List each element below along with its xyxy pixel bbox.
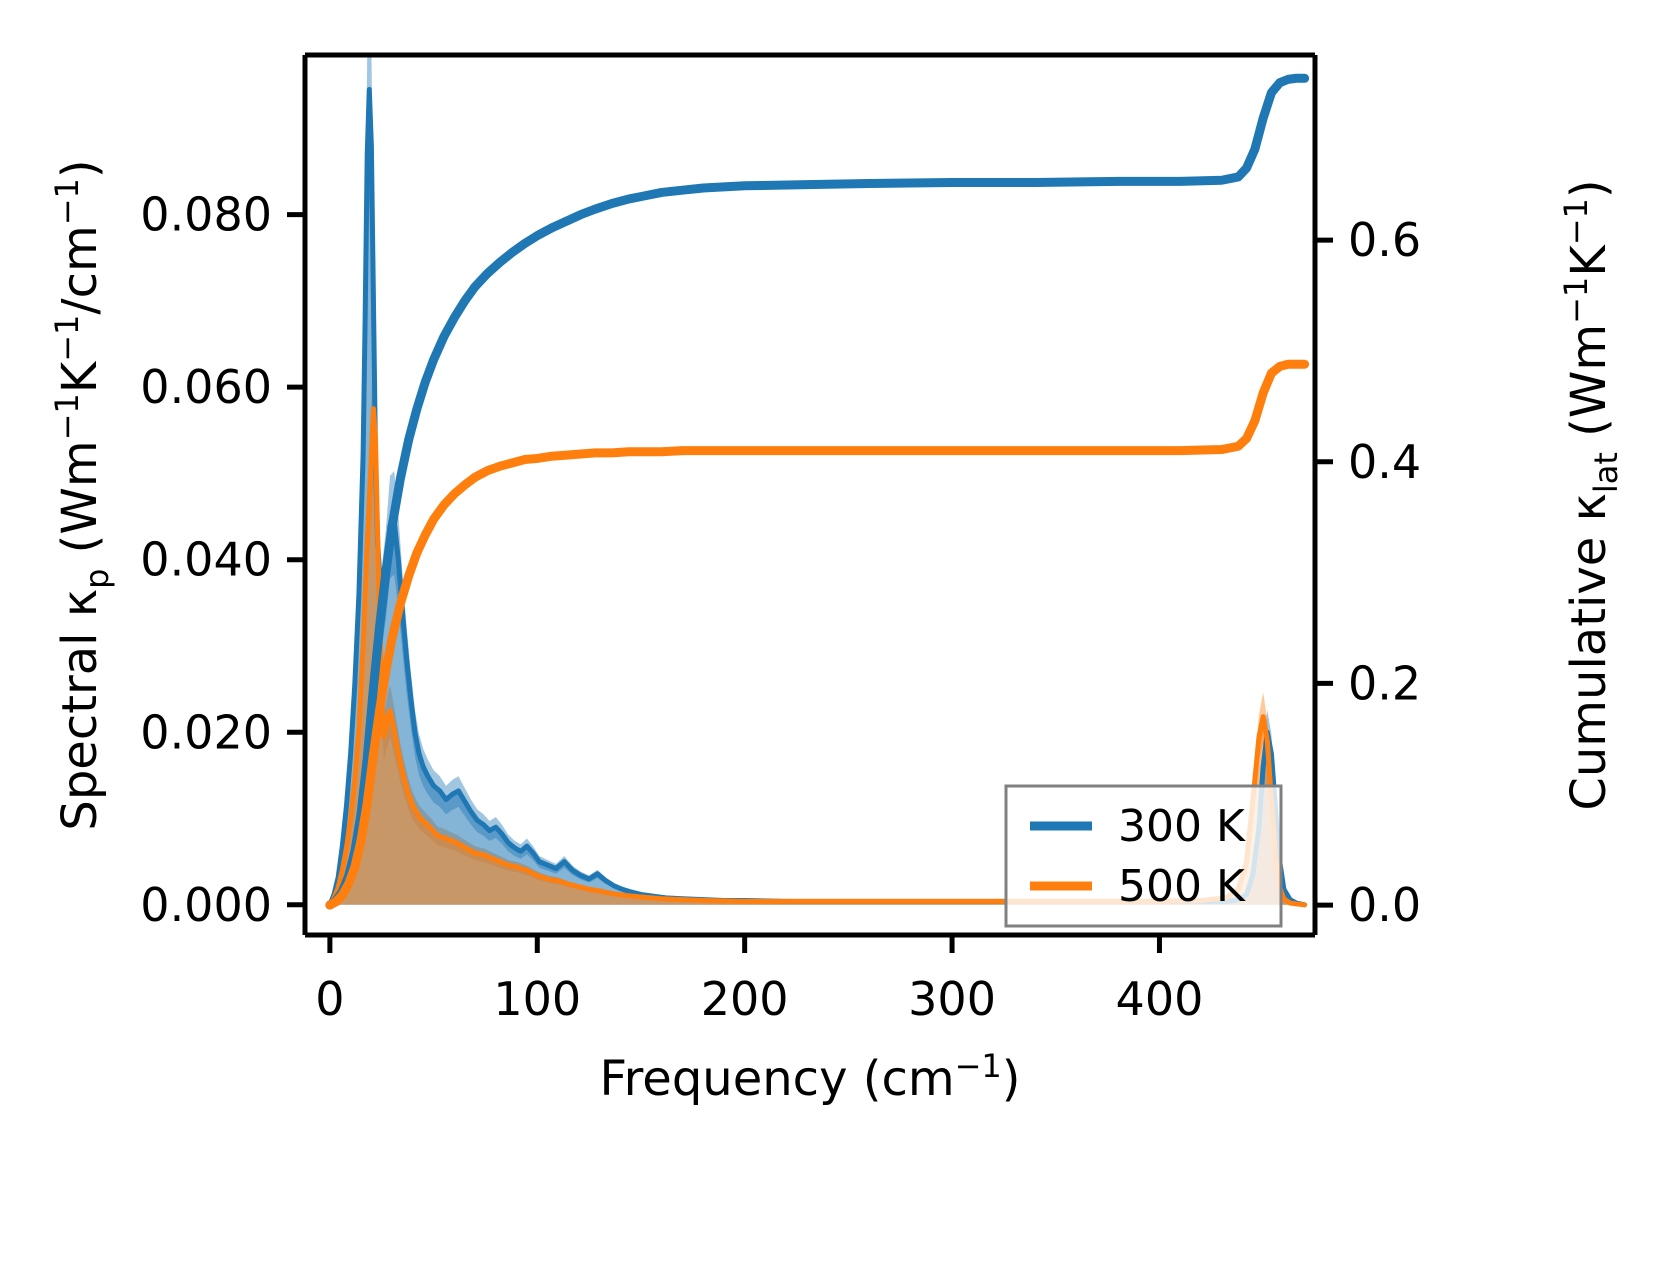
legend[interactable]: 300 K 500 K — [1004, 784, 1283, 928]
left-title-prefix: Spectral κ — [52, 589, 108, 831]
left-title-sub: p — [78, 569, 116, 589]
right-axis-ticks — [1315, 237, 1333, 908]
y-axis-left-title: Spectral κp (Wm−1K−1/cm−1) — [48, 159, 116, 830]
right-title-open: (Wm — [1561, 324, 1617, 452]
svg-text:Cumulative κlat (Wm−1K−1): Cumulative κlat (Wm−1K−1) — [1557, 179, 1625, 810]
left-tick-label: 0.060 — [140, 360, 272, 414]
right-title-sup1: −1 — [1557, 277, 1595, 324]
svg-text:Frequency (cm−1): Frequency (cm−1) — [599, 1047, 1020, 1107]
left-tick-label: 0.080 — [140, 188, 272, 242]
cumulative-line-300k — [325, 73, 1310, 910]
left-axis-ticks — [287, 212, 305, 908]
x-title-close: ) — [1002, 1051, 1021, 1107]
left-title-sup3: −1 — [48, 178, 86, 225]
left-title-open: (Wm — [52, 440, 108, 568]
bottom-axis-ticks — [327, 935, 1162, 953]
bottom-tick-labels: 0 100 200 300 400 — [315, 972, 1203, 1026]
right-title-mid: K — [1561, 244, 1617, 277]
right-tick-label: 0.2 — [1348, 656, 1421, 710]
legend-label-500k[interactable]: 500 K — [1118, 861, 1246, 912]
x-title-prefix: Frequency (cm — [599, 1051, 954, 1107]
x-axis-title: Frequency (cm−1) — [599, 1047, 1020, 1107]
legend-box — [1004, 784, 1283, 928]
bottom-tick-label: 400 — [1116, 972, 1204, 1026]
right-tick-labels: 0.0 0.2 0.4 0.6 — [1348, 213, 1421, 932]
bottom-tick-label: 200 — [701, 972, 789, 1026]
left-title-close: ) — [52, 159, 108, 178]
right-title-close: ) — [1561, 179, 1617, 198]
x-title-sup: −1 — [955, 1047, 1002, 1085]
bottom-tick-label: 300 — [908, 972, 996, 1026]
left-tick-label: 0.040 — [140, 533, 272, 587]
legend-label-300k[interactable]: 300 K — [1118, 801, 1246, 852]
bottom-tick-label: 100 — [493, 972, 581, 1026]
left-tick-labels: 0.000 0.020 0.040 0.060 0.080 — [140, 188, 272, 932]
right-tick-label: 0.6 — [1348, 213, 1421, 267]
left-tick-label: 0.020 — [140, 705, 272, 759]
left-title-slash: /cm — [52, 225, 108, 314]
right-title-prefix: Cumulative κ — [1561, 493, 1617, 811]
left-tick-label: 0.000 — [140, 878, 272, 932]
left-title-sup2: −1 — [48, 315, 86, 362]
right-title-sub: lat — [1587, 452, 1625, 493]
y-axis-right-title: Cumulative κlat (Wm−1K−1) — [1557, 179, 1625, 810]
right-title-sup2: −1 — [1557, 198, 1595, 245]
svg-text:Spectral κp (Wm−1K−1/cm−1): Spectral κp (Wm−1K−1/cm−1) — [48, 159, 116, 830]
left-title-sup1: −1 — [48, 393, 86, 440]
right-tick-label: 0.0 — [1348, 878, 1421, 932]
bottom-tick-label: 0 — [315, 972, 344, 1026]
cumulative-line-500k — [325, 359, 1310, 910]
spectral-area-500k — [329, 408, 1305, 905]
axis-spines — [302, 52, 1318, 938]
left-title-mid: K — [52, 360, 108, 393]
right-tick-label: 0.4 — [1348, 435, 1421, 489]
